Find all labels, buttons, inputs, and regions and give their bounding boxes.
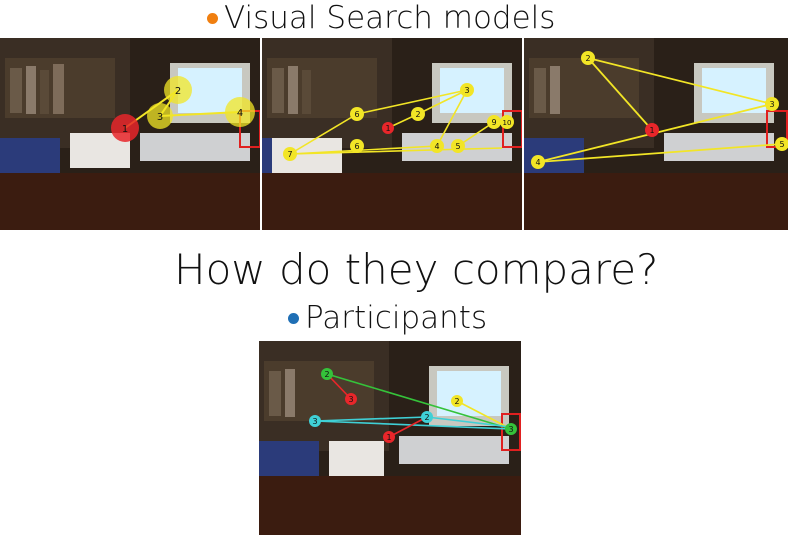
- participants-scanpath-image: 1 2 3 2 2 3 3: [259, 341, 521, 535]
- svg-text:1: 1: [385, 124, 390, 133]
- model-1-scene: 1 2 3 4: [0, 38, 260, 230]
- fixation-3: [765, 97, 779, 111]
- participants-fixations: 1 2 3 2 2 3 3: [309, 368, 517, 443]
- participants-heading: Participants: [288, 300, 487, 336]
- visual-search-models-label: Visual Search models: [224, 0, 556, 36]
- fixation-4: [430, 139, 444, 153]
- fixation-cyan-3: [309, 415, 321, 427]
- fixation-5: [451, 139, 465, 153]
- fixation-6a: [350, 107, 364, 121]
- svg-text:1: 1: [386, 433, 391, 442]
- fixation-green-2: [321, 368, 333, 380]
- svg-text:7: 7: [287, 150, 292, 159]
- svg-text:9: 9: [491, 118, 496, 127]
- fixation-4: [531, 155, 545, 169]
- model-2-scene: 1 2 3 4 5 6 6 7 9 10: [262, 38, 522, 230]
- target-box: [501, 413, 521, 451]
- orange-bullet-icon: [207, 12, 218, 24]
- fixation-3: [147, 103, 173, 129]
- compare-heading: How do they compare?: [174, 245, 659, 294]
- model-3-scanpath-image: 1 2 3 4 5: [524, 38, 788, 230]
- fixation-1: [111, 114, 139, 142]
- participants-scene: 1 2 3 2 2 3 3: [259, 341, 521, 535]
- target-box: [502, 110, 522, 148]
- fixation-green-3: [505, 423, 517, 435]
- svg-text:2: 2: [585, 54, 590, 63]
- svg-text:3: 3: [769, 100, 774, 109]
- participants-label: Participants: [305, 300, 488, 336]
- svg-text:10: 10: [503, 119, 512, 127]
- svg-text:2: 2: [454, 397, 459, 406]
- svg-text:3: 3: [464, 86, 469, 95]
- blue-bullet-icon: [288, 312, 299, 324]
- fixation-2-label: 2: [175, 86, 181, 97]
- model-3-fixations: 1 2 3 4 5: [531, 51, 788, 169]
- svg-text:2: 2: [415, 110, 420, 119]
- visual-search-models-heading: Visual Search models: [207, 0, 555, 36]
- fixation-red-3: [345, 393, 357, 405]
- fixation-red-1: [383, 431, 395, 443]
- svg-text:3: 3: [348, 395, 353, 404]
- fixation-9: [487, 115, 501, 129]
- svg-text:6: 6: [354, 110, 359, 119]
- model-3-scene: 1 2 3 4 5: [524, 38, 788, 230]
- svg-text:3: 3: [508, 425, 513, 434]
- fixation-4-label: 4: [237, 108, 243, 119]
- svg-text:4: 4: [434, 142, 439, 151]
- fixation-2: [581, 51, 595, 65]
- svg-text:4: 4: [535, 158, 540, 167]
- fixation-7: [283, 147, 297, 161]
- fixation-6b: [350, 139, 364, 153]
- svg-text:2: 2: [424, 413, 429, 422]
- fixation-cyan-2: [421, 411, 433, 423]
- fixation-2: [164, 76, 192, 104]
- model-2-fixations: 1 2 3 4 5 6 6 7 9 10: [283, 83, 514, 161]
- svg-text:5: 5: [779, 140, 784, 149]
- model-2-scanpath-image: 1 2 3 4 5 6 6 7 9 10: [262, 38, 522, 230]
- fixation-10: [500, 115, 514, 129]
- svg-text:1: 1: [649, 126, 654, 135]
- svg-text:6: 6: [354, 142, 359, 151]
- fixation-2: [411, 107, 425, 121]
- svg-text:3: 3: [312, 417, 317, 426]
- fixation-1: [382, 122, 394, 134]
- model-1-scanpath-image: 1 2 3 4: [0, 38, 260, 230]
- fixation-5: [775, 137, 788, 151]
- fixation-3-label: 3: [157, 112, 163, 123]
- model-1-fixations: 1 2 3 4: [111, 76, 255, 142]
- fixation-1-label: 1: [122, 124, 128, 135]
- fixation-3: [460, 83, 474, 97]
- svg-text:2: 2: [324, 370, 329, 379]
- fixation-4: [225, 97, 255, 127]
- svg-text:5: 5: [455, 142, 460, 151]
- fixation-yellow-2: [451, 395, 463, 407]
- fixation-1: [645, 123, 659, 137]
